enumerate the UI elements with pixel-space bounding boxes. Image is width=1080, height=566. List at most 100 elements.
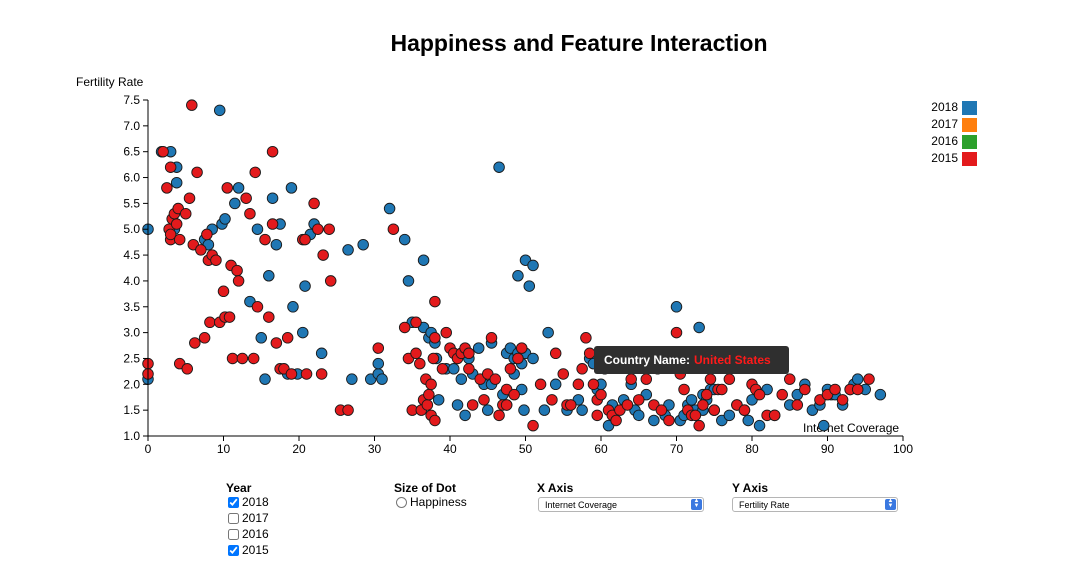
data-point-2015[interactable]	[317, 249, 329, 261]
data-point-2015[interactable]	[534, 378, 547, 391]
data-point-2015[interactable]	[621, 399, 634, 411]
data-point-2018[interactable]	[342, 244, 354, 256]
data-point-2015[interactable]	[247, 352, 260, 365]
data-point-2015[interactable]	[173, 233, 186, 246]
data-point-2015[interactable]	[266, 145, 279, 158]
data-point-2018[interactable]	[455, 373, 468, 385]
data-point-2015[interactable]	[799, 383, 811, 396]
data-point-2015[interactable]	[723, 373, 736, 385]
checkbox-2017[interactable]	[228, 512, 239, 524]
data-point-2015[interactable]	[670, 326, 683, 339]
data-point-2015[interactable]	[204, 316, 216, 329]
data-point-2015[interactable]	[436, 363, 449, 375]
data-point-2018[interactable]	[398, 233, 411, 246]
data-point-2015[interactable]	[372, 342, 385, 354]
data-point-2018[interactable]	[315, 347, 328, 360]
data-point-2015[interactable]	[244, 207, 256, 220]
data-point-2018[interactable]	[259, 373, 271, 385]
data-point-2015[interactable]	[164, 228, 177, 241]
data-point-2015[interactable]	[323, 223, 335, 235]
data-point-2015[interactable]	[784, 373, 796, 385]
data-point-2015[interactable]	[315, 368, 328, 380]
data-point-2015[interactable]	[572, 378, 585, 391]
data-point-2018[interactable]	[542, 326, 554, 339]
data-point-2018[interactable]	[472, 342, 485, 354]
data-point-2018[interactable]	[297, 326, 309, 339]
data-point-2018[interactable]	[482, 404, 494, 416]
data-point-2015[interactable]	[398, 321, 411, 334]
data-point-2018[interactable]	[432, 394, 445, 406]
data-point-2015[interactable]	[527, 419, 539, 432]
year-checkbox-2018[interactable]: 2018	[228, 494, 269, 510]
data-point-2015[interactable]	[689, 409, 702, 422]
data-point-2015[interactable]	[164, 161, 177, 173]
data-point-2018[interactable]	[346, 373, 358, 385]
data-point-2015[interactable]	[299, 233, 311, 246]
data-point-2015[interactable]	[421, 399, 434, 411]
x-axis-select[interactable]: Internet Coverage ▲ ▼	[538, 497, 704, 512]
data-point-2018[interactable]	[219, 213, 231, 225]
data-point-2015[interactable]	[863, 373, 875, 385]
data-point-2015[interactable]	[557, 368, 570, 380]
data-point-2018[interactable]	[251, 223, 264, 235]
data-point-2015[interactable]	[249, 166, 261, 179]
data-point-2015[interactable]	[580, 332, 592, 344]
data-point-2015[interactable]	[693, 419, 705, 432]
data-point-2018[interactable]	[299, 280, 311, 292]
data-point-2015[interactable]	[466, 399, 479, 411]
data-point-2015[interactable]	[414, 357, 426, 370]
data-point-2015[interactable]	[663, 414, 675, 427]
data-point-2018[interactable]	[285, 182, 298, 194]
year-checkbox-2016[interactable]: 2016	[228, 526, 269, 542]
data-point-2015[interactable]	[640, 373, 653, 385]
data-point-2018[interactable]	[685, 394, 698, 406]
data-point-2018[interactable]	[538, 404, 551, 416]
data-point-2018[interactable]	[527, 259, 539, 272]
data-point-2015[interactable]	[633, 394, 645, 406]
data-point-2018[interactable]	[512, 270, 524, 282]
data-point-2018[interactable]	[493, 161, 505, 173]
data-point-2015[interactable]	[221, 182, 234, 194]
data-point-2015[interactable]	[697, 399, 709, 411]
data-point-2015[interactable]	[263, 311, 275, 323]
data-point-2015[interactable]	[508, 388, 520, 401]
data-point-2015[interactable]	[240, 192, 252, 204]
data-point-2015[interactable]	[231, 264, 243, 277]
data-point-2018[interactable]	[518, 404, 530, 416]
data-point-2015[interactable]	[232, 275, 245, 287]
data-point-2018[interactable]	[255, 332, 267, 344]
data-point-2018[interactable]	[287, 301, 299, 313]
data-point-2018[interactable]	[549, 378, 562, 391]
data-point-2015[interactable]	[324, 275, 337, 287]
data-point-2015[interactable]	[512, 352, 524, 365]
data-point-2018[interactable]	[648, 414, 660, 427]
data-point-2015[interactable]	[191, 166, 203, 179]
size-of-dot-radio[interactable]: Happiness	[396, 495, 467, 509]
data-point-2018[interactable]	[402, 275, 415, 287]
data-point-2015[interactable]	[181, 363, 194, 375]
data-point-2015[interactable]	[270, 337, 283, 349]
data-point-2015[interactable]	[217, 285, 230, 298]
data-point-2015[interactable]	[704, 373, 717, 385]
data-point-2015[interactable]	[308, 197, 320, 210]
data-point-2015[interactable]	[410, 347, 422, 360]
data-point-2015[interactable]	[440, 326, 452, 339]
data-point-2015[interactable]	[429, 414, 441, 427]
checkbox-2018[interactable]	[228, 496, 239, 508]
data-point-2015[interactable]	[851, 383, 864, 396]
data-point-2015[interactable]	[478, 394, 490, 406]
data-point-2018[interactable]	[263, 270, 275, 282]
data-point-2015[interactable]	[549, 347, 562, 360]
data-point-2015[interactable]	[157, 145, 169, 158]
data-point-2015[interactable]	[489, 373, 502, 385]
data-point-2015[interactable]	[201, 228, 213, 241]
data-point-2015[interactable]	[281, 332, 294, 344]
data-point-2015[interactable]	[493, 409, 505, 422]
data-point-2018[interactable]	[523, 280, 536, 292]
year-checkbox-2017[interactable]: 2017	[228, 510, 269, 526]
data-point-2015[interactable]	[266, 218, 279, 230]
data-point-2018[interactable]	[372, 357, 385, 370]
data-point-2015[interactable]	[387, 223, 400, 235]
data-point-2015[interactable]	[829, 383, 841, 396]
data-point-2015[interactable]	[776, 388, 788, 401]
